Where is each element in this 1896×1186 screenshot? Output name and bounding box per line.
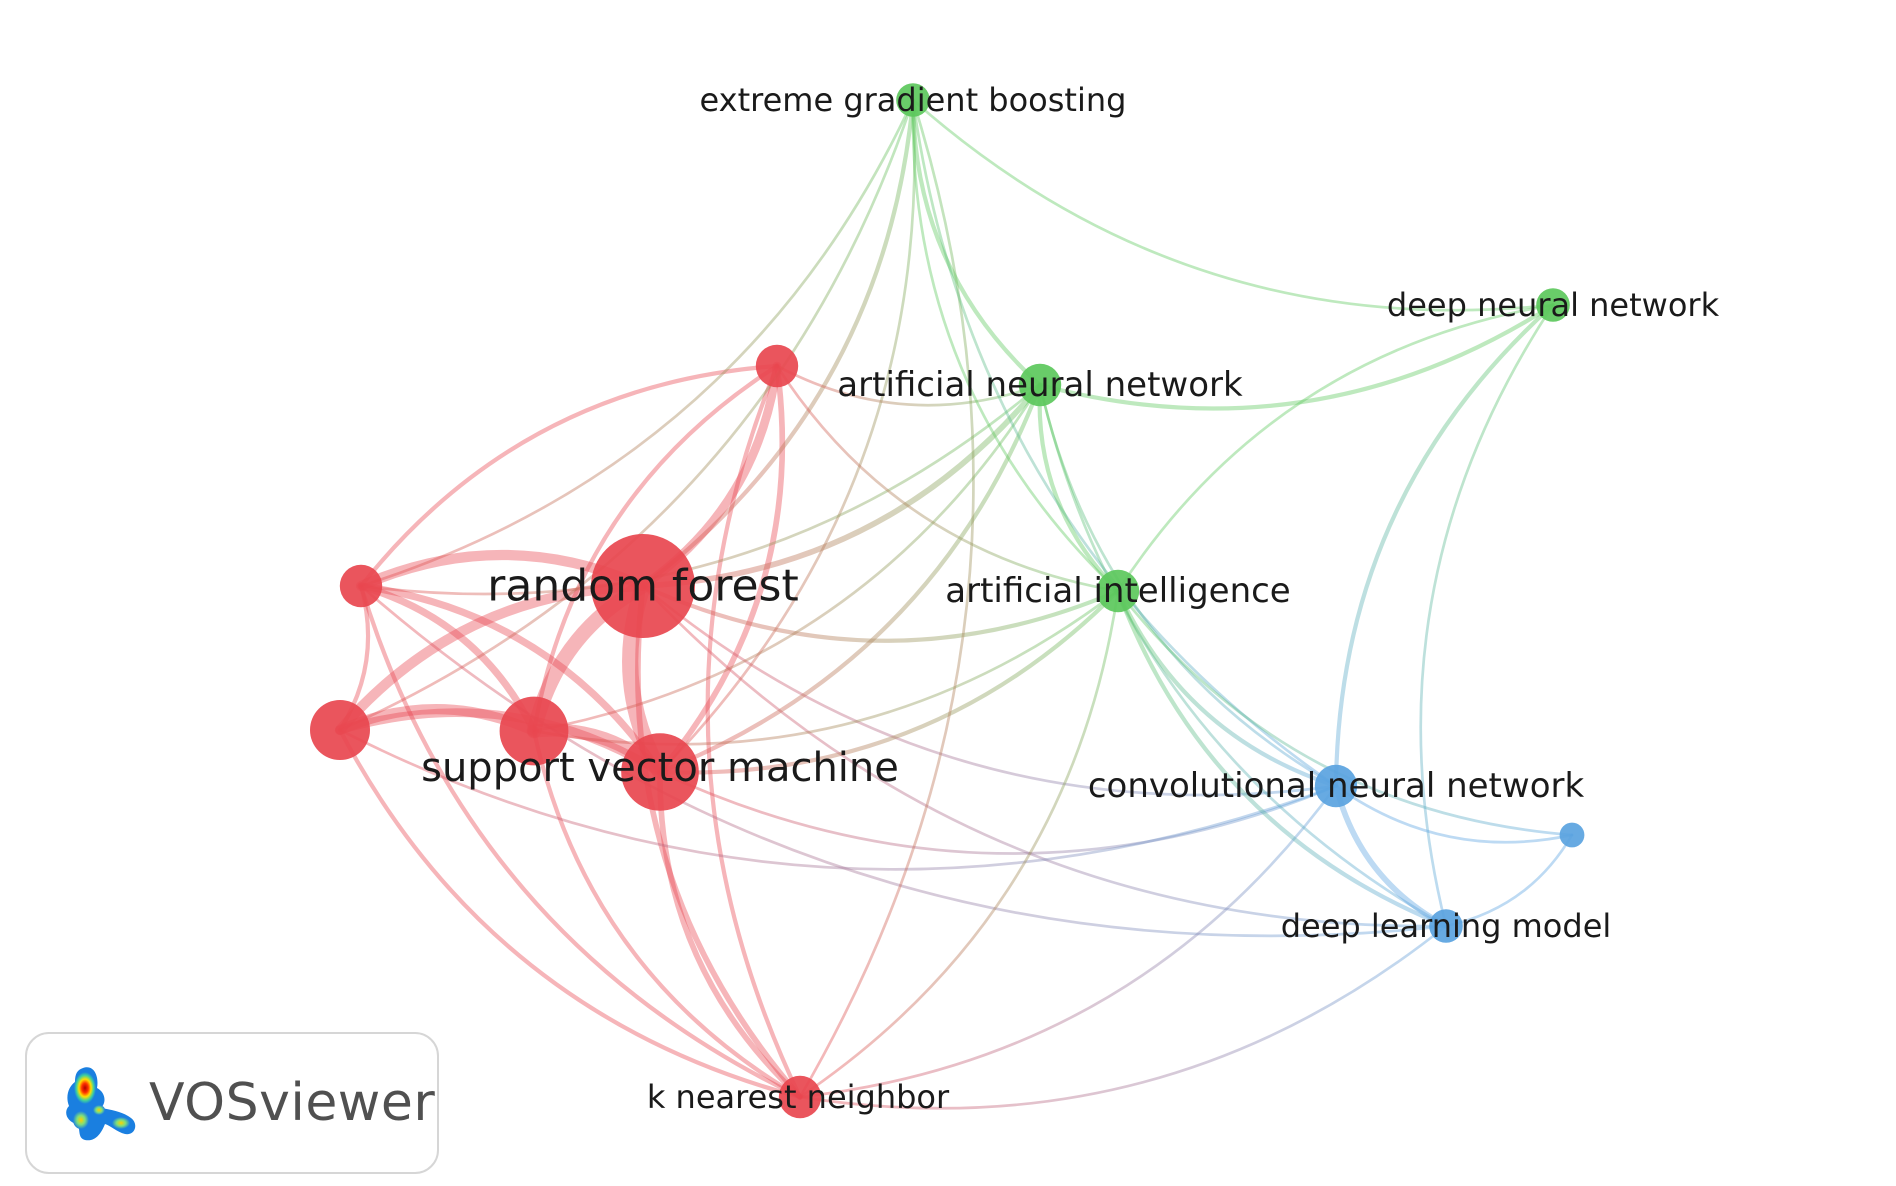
labels-layer: random forest support vector machine k nea… — [421, 81, 1719, 1116]
link-r3-ai — [532, 589, 1120, 746]
link-ann-dnn — [1037, 302, 1556, 411]
node-label-ann: artificial neural network — [837, 365, 1243, 405]
link-ai-dlm — [1115, 588, 1449, 929]
link-svm-knn — [657, 769, 803, 1100]
node-label-svm: support vector machine — [421, 745, 899, 791]
vosviewer-logo-icon — [66, 1067, 136, 1141]
node-label-ai: artificial intelligence — [945, 571, 1290, 611]
node-cnn[interactable] — [1314, 764, 1358, 808]
link-svm-cnn — [658, 770, 1338, 855]
link-ai-b2 — [1116, 589, 1574, 837]
link-cnn-dlm — [1333, 783, 1449, 929]
link-r5-ann — [775, 364, 1042, 407]
node-ai[interactable] — [1096, 569, 1140, 613]
node-label-dnn: deep neural network — [1387, 286, 1720, 324]
vosviewer-badge: VOSviewer — [25, 1032, 439, 1174]
link-xgb-ai — [911, 98, 1120, 593]
node-label-cnn: convolutional neural network — [1088, 766, 1585, 806]
link-r4-xgb — [338, 98, 915, 732]
link-r6-ann — [359, 383, 1042, 596]
node-dnn[interactable] — [1536, 288, 1570, 322]
link-r6-knn — [358, 583, 803, 1100]
node-label-knn: k nearest neighbor — [647, 1078, 950, 1116]
node-r3[interactable] — [499, 696, 569, 766]
node-r5[interactable] — [755, 344, 799, 388]
link-svm-xgb — [658, 98, 916, 774]
link-ann-dlm — [1038, 383, 1448, 928]
link-xgb-cnn — [911, 98, 1338, 788]
link-ann-ai — [1037, 382, 1121, 594]
node-label-rf: random forest — [487, 561, 798, 612]
link-knn-xgb — [798, 98, 975, 1099]
link-rf-xgb — [640, 97, 916, 589]
node-rf[interactable] — [591, 534, 695, 638]
nodes-layer — [310, 83, 1585, 1119]
link-dlm-b2 — [1444, 833, 1574, 928]
link-r5-r3 — [531, 363, 780, 734]
node-dlm[interactable] — [1429, 909, 1463, 943]
link-r3-ann — [532, 383, 1042, 733]
link-r4-knn — [337, 727, 803, 1100]
badge-title: VOSviewer — [149, 1073, 436, 1133]
link-rf-ann — [640, 382, 1043, 589]
link-r5-r6 — [358, 363, 780, 589]
link-dnn-dlm — [1419, 303, 1555, 928]
link-svm-ann — [657, 382, 1043, 775]
link-dnn-ai — [1116, 303, 1555, 593]
link-knn-ai — [798, 589, 1120, 1099]
link-knn-dlm — [798, 924, 1448, 1110]
node-ann[interactable] — [1018, 363, 1062, 407]
link-cnn-b2 — [1334, 784, 1574, 844]
link-rf-ai — [640, 583, 1121, 643]
link-svm-r6 — [357, 582, 664, 776]
link-r5-ai — [775, 364, 1120, 593]
link-rf-knn — [635, 583, 803, 1100]
node-xgb[interactable] — [896, 83, 930, 117]
link-xgb-dnn — [911, 98, 1555, 312]
node-r4[interactable] — [310, 700, 370, 760]
link-dnn-cnn — [1333, 302, 1556, 789]
link-r5-knn — [705, 363, 803, 1100]
node-b2[interactable] — [1559, 822, 1585, 848]
node-svm[interactable] — [621, 733, 699, 811]
node-label-xgb: extreme gradient boosting — [700, 81, 1127, 119]
node-label-dlm: deep learning model — [1281, 907, 1612, 945]
link-r6-xgb — [359, 98, 915, 588]
link-r6-dlm — [359, 584, 1448, 938]
link-svm-r5 — [657, 363, 786, 775]
link-svm-ai — [657, 588, 1121, 775]
link-r3-knn — [531, 728, 803, 1100]
link-r4-cnn — [338, 728, 1338, 871]
node-r6[interactable] — [339, 564, 383, 608]
link-knn-cnn — [798, 784, 1338, 1099]
link-rf-cnn — [641, 584, 1338, 797]
link-ai-cnn — [1115, 588, 1339, 789]
node-knn[interactable] — [778, 1075, 822, 1119]
